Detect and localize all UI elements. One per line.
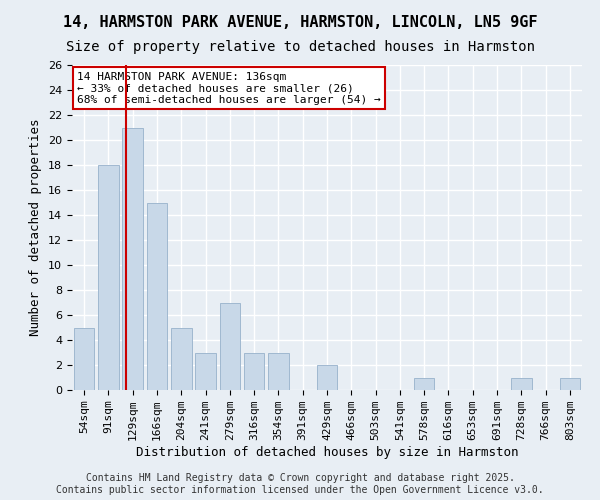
Bar [560,378,580,390]
Text: Size of property relative to detached houses in Harmston: Size of property relative to detached ho… [65,40,535,54]
Bar [511,378,532,390]
Y-axis label: Number of detached properties: Number of detached properties [29,118,43,336]
Bar [244,352,265,390]
Bar [98,165,119,390]
Bar [146,202,167,390]
Bar [195,352,216,390]
Bar [414,378,434,390]
Text: 14 HARMSTON PARK AVENUE: 136sqm
← 33% of detached houses are smaller (26)
68% of: 14 HARMSTON PARK AVENUE: 136sqm ← 33% of… [77,72,381,104]
Bar [171,328,191,390]
Bar [268,352,289,390]
Bar [317,365,337,390]
Bar [74,328,94,390]
X-axis label: Distribution of detached houses by size in Harmston: Distribution of detached houses by size … [136,446,518,459]
Text: 14, HARMSTON PARK AVENUE, HARMSTON, LINCOLN, LN5 9GF: 14, HARMSTON PARK AVENUE, HARMSTON, LINC… [63,15,537,30]
Text: Contains HM Land Registry data © Crown copyright and database right 2025.
Contai: Contains HM Land Registry data © Crown c… [56,474,544,495]
Bar [122,128,143,390]
Bar [220,302,240,390]
